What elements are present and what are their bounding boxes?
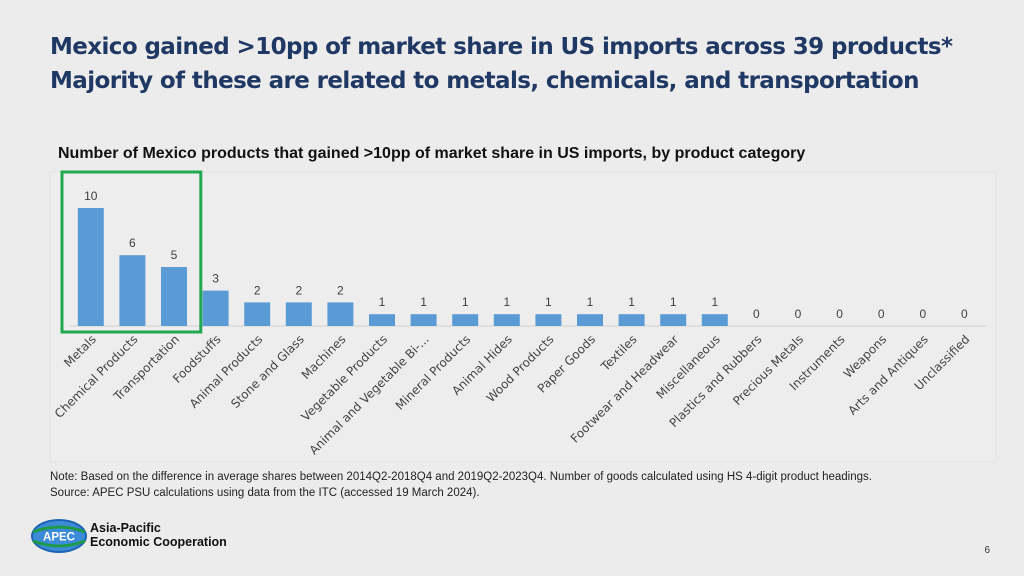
bar-value-label: 0 (795, 307, 802, 321)
bar (369, 314, 395, 326)
chart-title: Number of Mexico products that gained >1… (58, 145, 806, 162)
slide-title: Mexico gained >10pp of market share in U… (50, 34, 953, 60)
source-text: Source: APEC PSU calculations using data… (50, 487, 480, 499)
bar-value-label: 1 (503, 295, 510, 309)
bar-value-label: 2 (295, 283, 302, 297)
slide-subtitle: Majority of these are related to metals,… (50, 68, 919, 94)
bar (327, 302, 354, 326)
highlight-box (60, 170, 203, 334)
bar-value-label: 1 (670, 295, 677, 309)
bar (618, 314, 645, 326)
logo-badge: APEC (43, 532, 75, 544)
bar (493, 314, 520, 326)
bar-value-label: 0 (753, 307, 760, 321)
bar (577, 314, 603, 326)
bar-value-label: 2 (337, 283, 344, 297)
bar (119, 255, 146, 326)
bar-value-label: 0 (878, 307, 885, 321)
apec-logo: APEC Asia-Pacific Economic Cooperation (30, 518, 230, 554)
plot-area (49, 171, 997, 463)
footnote: Note: Based on the difference in average… (50, 469, 872, 501)
bar-value-label: 5 (171, 248, 178, 262)
bar-value-label: 0 (961, 307, 968, 321)
bar (161, 267, 187, 326)
bar-value-label: 1 (379, 295, 386, 309)
bar-value-label: 0 (919, 307, 926, 321)
bar (244, 302, 271, 326)
bar (535, 314, 562, 326)
bar (701, 314, 728, 326)
bar-value-label: 6 (129, 236, 136, 250)
bar-value-label: 1 (420, 295, 427, 309)
bar (285, 302, 312, 326)
bar (202, 290, 229, 326)
bar-value-label: 1 (628, 295, 635, 309)
logo-line1: Asia-Pacific (90, 521, 161, 535)
bar-value-label: 0 (836, 307, 843, 321)
bar-value-label: 1 (545, 295, 552, 309)
page-number: 6 (984, 545, 990, 556)
bar (77, 208, 104, 326)
bar-value-label: 1 (711, 295, 718, 309)
bar (410, 314, 437, 326)
bar-value-label: 10 (84, 189, 98, 203)
bar-value-label: 1 (587, 295, 594, 309)
bar-value-label: 3 (212, 272, 219, 286)
bar (452, 314, 479, 326)
bar-value-label: 2 (254, 283, 261, 297)
bar (660, 314, 687, 326)
note-text: Note: Based on the difference in average… (50, 471, 872, 483)
bar-value-label: 1 (462, 295, 469, 309)
logo-line2: Economic Cooperation (90, 535, 227, 549)
apec-globe-icon: APEC (31, 519, 87, 553)
